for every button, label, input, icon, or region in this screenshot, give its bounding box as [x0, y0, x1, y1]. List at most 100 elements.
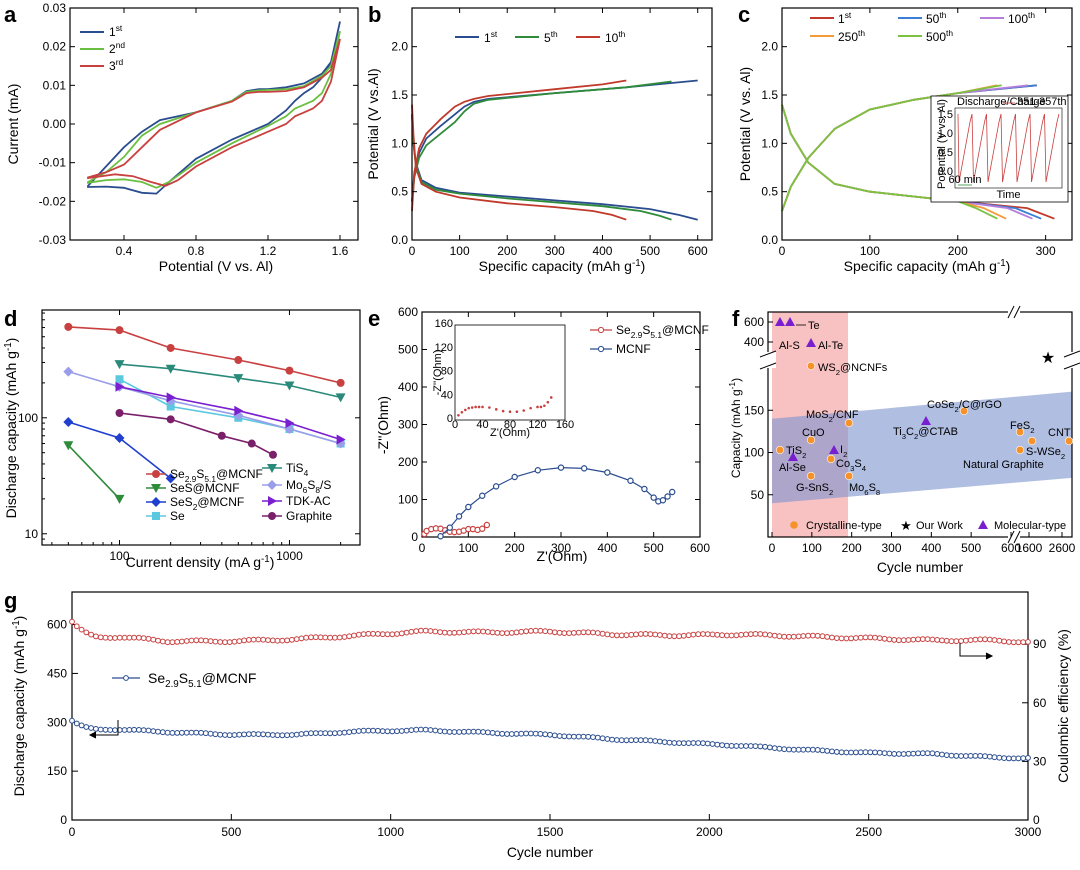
- capacity-point: [1001, 755, 1007, 761]
- nyquist-point: [479, 525, 486, 532]
- capacity-point: [202, 730, 209, 737]
- capacity-point: [867, 749, 874, 756]
- inset-y-tick: 40: [441, 389, 453, 401]
- cv-curve-3: [87, 38, 341, 187]
- nyquist-point: [534, 467, 542, 474]
- capacity-point: [566, 733, 572, 740]
- capacity-point: [747, 743, 754, 749]
- inset-point: [536, 405, 539, 409]
- data-point: [336, 434, 346, 445]
- plot-frame: [781, 7, 1073, 241]
- x-tick-label: 0: [779, 244, 786, 258]
- capacity-point: [757, 743, 764, 750]
- efficiency-point: [1001, 638, 1007, 645]
- capacity-point: [499, 730, 506, 737]
- efficiency-point: [355, 631, 362, 638]
- x-tick-label: 2000: [696, 825, 723, 839]
- point-crystalline: [1015, 427, 1025, 437]
- capacity-point: [786, 746, 792, 753]
- capacity-point: [685, 740, 692, 746]
- capacity-point: [504, 731, 510, 737]
- efficiency-point: [915, 636, 921, 643]
- inset-point: [546, 400, 550, 404]
- y-tick-label: 100: [18, 411, 38, 425]
- point-label: TiS2: [786, 445, 806, 460]
- capacity-point: [198, 729, 205, 736]
- capacity-point: [1015, 755, 1022, 762]
- capacity-point: [953, 753, 960, 759]
- plot-frame: [767, 311, 1073, 538]
- panel-letter: f: [732, 306, 740, 331]
- legend-marker: [151, 497, 161, 507]
- inset-point: [477, 405, 481, 409]
- efficiency-point: [298, 635, 305, 642]
- inset-x-tick: 120: [528, 419, 546, 431]
- y-tick-label: 2.0: [391, 40, 408, 54]
- efficiency-point: [614, 632, 620, 639]
- capacity-point: [738, 743, 745, 749]
- capacity-point: [580, 733, 587, 740]
- efficiency-point: [174, 639, 181, 645]
- point-crystalline: [959, 406, 969, 416]
- capacity-point: [800, 746, 807, 753]
- x-tick-label: 100: [450, 244, 470, 258]
- rate-line: [68, 370, 341, 445]
- x-tick-label: 500: [221, 825, 241, 839]
- legend-label: SeS2@MCNF: [170, 495, 244, 512]
- legend-marker: [152, 470, 160, 478]
- y-tick-label: 0.5: [391, 185, 408, 199]
- data-point: [336, 378, 345, 387]
- capacity-point: [623, 737, 630, 744]
- nyquist-point: [465, 503, 472, 511]
- data-point: [63, 441, 74, 451]
- inset-scale-label: 60 min: [948, 174, 981, 186]
- x-tick-label: 500: [961, 541, 981, 555]
- capacity-point: [948, 752, 955, 759]
- legend-label: Molecular-type: [994, 520, 1066, 532]
- legend-label: Mo6S8/S: [286, 478, 331, 495]
- efficiency-point: [575, 629, 582, 636]
- efficiency-point: [389, 631, 396, 638]
- inset-point: [457, 413, 460, 417]
- capacity-point: [513, 731, 520, 737]
- inset-x-tick: 40: [476, 419, 488, 431]
- capacity-point: [934, 751, 941, 757]
- capacity-point: [346, 729, 353, 735]
- data-point: [166, 415, 175, 424]
- capacity-point: [996, 754, 1003, 761]
- efficiency-point: [274, 637, 281, 644]
- point-crystalline: [1015, 445, 1025, 455]
- capacity-point: [384, 728, 391, 735]
- efficiency-point: [212, 638, 219, 645]
- x-tick-label: 0: [69, 825, 76, 839]
- efficiency-point: [217, 639, 224, 645]
- capacity-point: [609, 736, 615, 743]
- capacity-point: [389, 728, 396, 735]
- efficiency-point: [771, 632, 778, 639]
- capacity-point: [929, 750, 936, 757]
- efficiency-point: [833, 635, 840, 641]
- capacity-point: [676, 740, 682, 746]
- efficiency-point: [781, 633, 788, 640]
- panel-letter: d: [4, 306, 17, 331]
- inset-plot-frame: [954, 107, 1063, 189]
- point-molecular: [829, 445, 839, 454]
- capacity-point: [919, 750, 926, 757]
- capacity-point: [1010, 755, 1017, 762]
- point-label: MoS2/CNF: [806, 409, 859, 424]
- capacity-point: [924, 750, 931, 757]
- efficiency-point: [652, 631, 659, 638]
- y-tick-label: 450: [47, 666, 67, 680]
- efficiency-point: [489, 629, 496, 636]
- plot-frame: [411, 7, 713, 241]
- efficiency-point: [379, 631, 386, 638]
- efficiency-point: [695, 631, 702, 638]
- capacity-point: [164, 729, 171, 736]
- efficiency-point: [585, 629, 592, 636]
- point-crystalline: [844, 418, 854, 428]
- data-point: [115, 326, 124, 335]
- capacity-point: [614, 737, 620, 743]
- legend-label-2: 2nd: [109, 40, 125, 56]
- inset-x-tick: 160: [556, 419, 574, 431]
